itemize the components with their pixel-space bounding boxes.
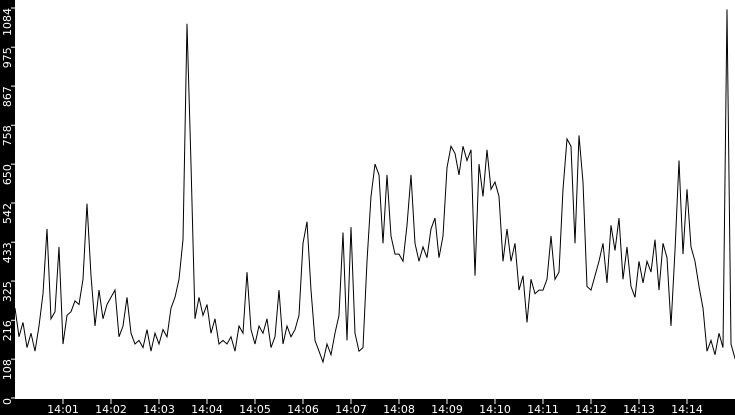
y-tick-label: 758 xyxy=(1,125,14,146)
y-tick-label: 1084 xyxy=(1,8,14,36)
x-tick-label: 14:13 xyxy=(623,403,655,415)
y-tick-label: 650 xyxy=(1,164,14,185)
y-tick-label: 325 xyxy=(1,281,14,302)
x-tick-label: 14:02 xyxy=(95,403,127,415)
y-tick-label: 867 xyxy=(1,86,14,107)
x-tick-label: 14:06 xyxy=(287,403,319,415)
x-tick-label: 14:08 xyxy=(383,403,415,415)
y-axis: 0 108 216 325 433 542 650 758 867 975 1084 xyxy=(1,7,15,405)
x-tick-label: 14:07 xyxy=(335,403,367,415)
plot-area xyxy=(15,0,735,399)
x-tick-label: 14:09 xyxy=(431,403,463,415)
x-tick-label: 14:01 xyxy=(47,403,79,415)
y-tick-label: 0 xyxy=(1,398,14,405)
x-axis-band xyxy=(0,399,735,415)
y-tick-label: 433 xyxy=(1,242,14,263)
x-tick-label: 14:05 xyxy=(239,403,271,415)
y-tick-label: 216 xyxy=(1,320,14,341)
x-tick-label: 14:10 xyxy=(479,403,511,415)
x-tick-label: 14:03 xyxy=(143,403,175,415)
x-axis: 14:01 14:02 14:03 14:04 14:05 14:06 14:07 14:08… xyxy=(47,399,703,415)
y-tick-label: 542 xyxy=(1,203,14,224)
y-tick-label: 975 xyxy=(1,47,14,68)
series-line xyxy=(14,9,735,364)
x-tick-label: 14:11 xyxy=(527,403,559,415)
x-tick-label: 14:12 xyxy=(575,403,607,415)
y-tick-label: 108 xyxy=(1,359,14,380)
y-axis-band xyxy=(0,0,15,415)
x-tick-label: 14:14 xyxy=(671,403,703,415)
x-tick-label: 14:04 xyxy=(191,403,223,415)
